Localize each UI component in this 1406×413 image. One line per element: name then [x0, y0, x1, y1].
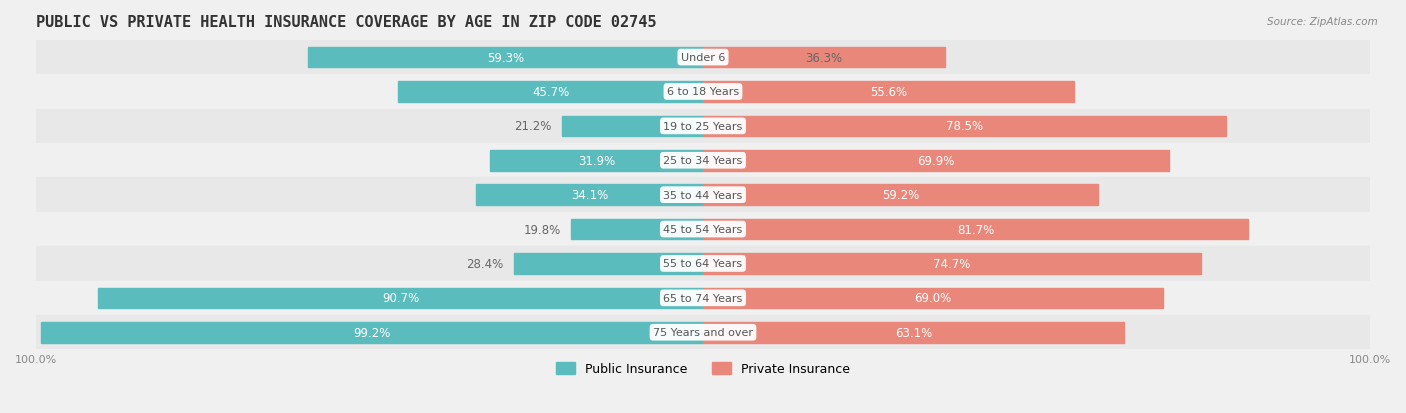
Bar — [98, 288, 703, 309]
Bar — [308, 47, 703, 68]
Text: 99.2%: 99.2% — [353, 326, 391, 339]
Bar — [703, 288, 1163, 309]
Bar — [475, 185, 703, 206]
Bar — [37, 281, 1369, 315]
Bar — [37, 41, 1369, 75]
Text: 75 Years and over: 75 Years and over — [652, 328, 754, 337]
Text: 69.0%: 69.0% — [914, 292, 952, 305]
Text: 35 to 44 Years: 35 to 44 Years — [664, 190, 742, 200]
Text: 63.1%: 63.1% — [894, 326, 932, 339]
Text: 25 to 34 Years: 25 to 34 Years — [664, 156, 742, 166]
Text: 55.6%: 55.6% — [870, 86, 907, 99]
Text: 90.7%: 90.7% — [382, 292, 419, 305]
Text: 6 to 18 Years: 6 to 18 Years — [666, 87, 740, 97]
Text: 55 to 64 Years: 55 to 64 Years — [664, 259, 742, 269]
Bar — [703, 151, 1170, 171]
Bar — [561, 116, 703, 137]
Text: 19 to 25 Years: 19 to 25 Years — [664, 121, 742, 132]
Bar — [703, 82, 1074, 102]
Text: 59.3%: 59.3% — [486, 52, 524, 64]
Text: Under 6: Under 6 — [681, 53, 725, 63]
Bar — [571, 219, 703, 240]
Text: 78.5%: 78.5% — [946, 120, 983, 133]
Legend: Public Insurance, Private Insurance: Public Insurance, Private Insurance — [551, 358, 855, 380]
Bar — [703, 116, 1226, 137]
Text: 74.7%: 74.7% — [934, 257, 970, 270]
Bar — [703, 254, 1201, 274]
Bar — [37, 109, 1369, 144]
Text: 28.4%: 28.4% — [467, 257, 503, 270]
Text: PUBLIC VS PRIVATE HEALTH INSURANCE COVERAGE BY AGE IN ZIP CODE 02745: PUBLIC VS PRIVATE HEALTH INSURANCE COVER… — [37, 15, 657, 30]
Text: 81.7%: 81.7% — [957, 223, 994, 236]
Bar — [37, 212, 1369, 247]
Bar — [398, 82, 703, 102]
Text: 21.2%: 21.2% — [515, 120, 551, 133]
Bar — [703, 219, 1249, 240]
Bar — [37, 144, 1369, 178]
Bar — [703, 47, 945, 68]
Text: 65 to 74 Years: 65 to 74 Years — [664, 293, 742, 303]
Bar — [37, 75, 1369, 109]
Bar — [41, 322, 703, 343]
Text: 45.7%: 45.7% — [531, 86, 569, 99]
Text: 69.9%: 69.9% — [917, 154, 955, 167]
Bar — [703, 322, 1123, 343]
Bar — [37, 247, 1369, 281]
Text: 59.2%: 59.2% — [882, 189, 920, 202]
Bar — [37, 178, 1369, 212]
Text: 31.9%: 31.9% — [578, 154, 616, 167]
Text: 34.1%: 34.1% — [571, 189, 607, 202]
Bar — [513, 254, 703, 274]
Text: 45 to 54 Years: 45 to 54 Years — [664, 225, 742, 235]
Bar — [491, 151, 703, 171]
Text: Source: ZipAtlas.com: Source: ZipAtlas.com — [1267, 17, 1378, 26]
Bar — [37, 315, 1369, 349]
Text: 19.8%: 19.8% — [523, 223, 561, 236]
Text: 36.3%: 36.3% — [806, 52, 842, 64]
Bar — [703, 185, 1098, 206]
